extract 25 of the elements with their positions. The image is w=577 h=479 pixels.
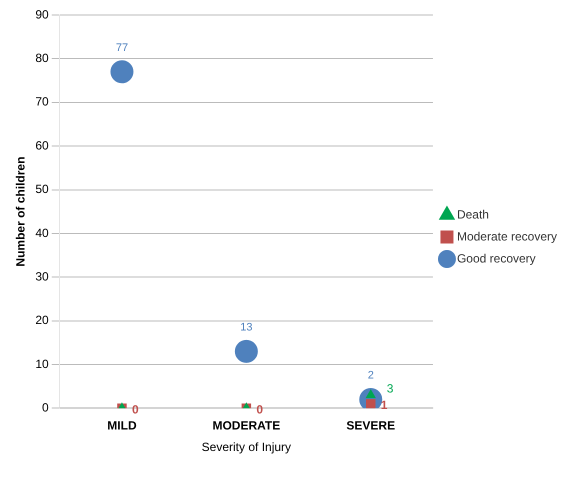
y-tick-label: 10: [35, 356, 50, 371]
data-label: 2: [368, 369, 374, 382]
x-tick-label: MILD: [107, 418, 137, 433]
y-tick-label: 20: [35, 313, 50, 328]
y-tick-label: 60: [35, 138, 50, 152]
data-label: 3: [386, 381, 394, 396]
y-axis-title: Number of children: [14, 156, 28, 267]
legend-label: Death: [456, 207, 489, 222]
y-tick-label: 0: [42, 400, 50, 415]
data-label: 1: [380, 398, 388, 412]
y-tick-label: 80: [35, 51, 50, 65]
y-tick-label: 50: [35, 182, 50, 196]
y-tick-label: 70: [35, 94, 50, 109]
x-tick-label: MODERATE: [212, 418, 280, 433]
y-tick-label: 90: [35, 7, 50, 22]
x-axis-title: Severity of Injury: [202, 440, 292, 454]
y-tick-label: 30: [35, 269, 50, 284]
data-label: 77: [116, 42, 128, 54]
data-label: 0: [132, 402, 139, 417]
data-label: 13: [240, 321, 252, 334]
legend-label: Good recovery: [456, 251, 536, 266]
legend-label: Moderate recovery: [456, 229, 558, 244]
data-label: 0: [256, 402, 264, 417]
y-tick-label: 40: [35, 226, 50, 240]
x-tick-label: SEVERE: [346, 418, 396, 433]
